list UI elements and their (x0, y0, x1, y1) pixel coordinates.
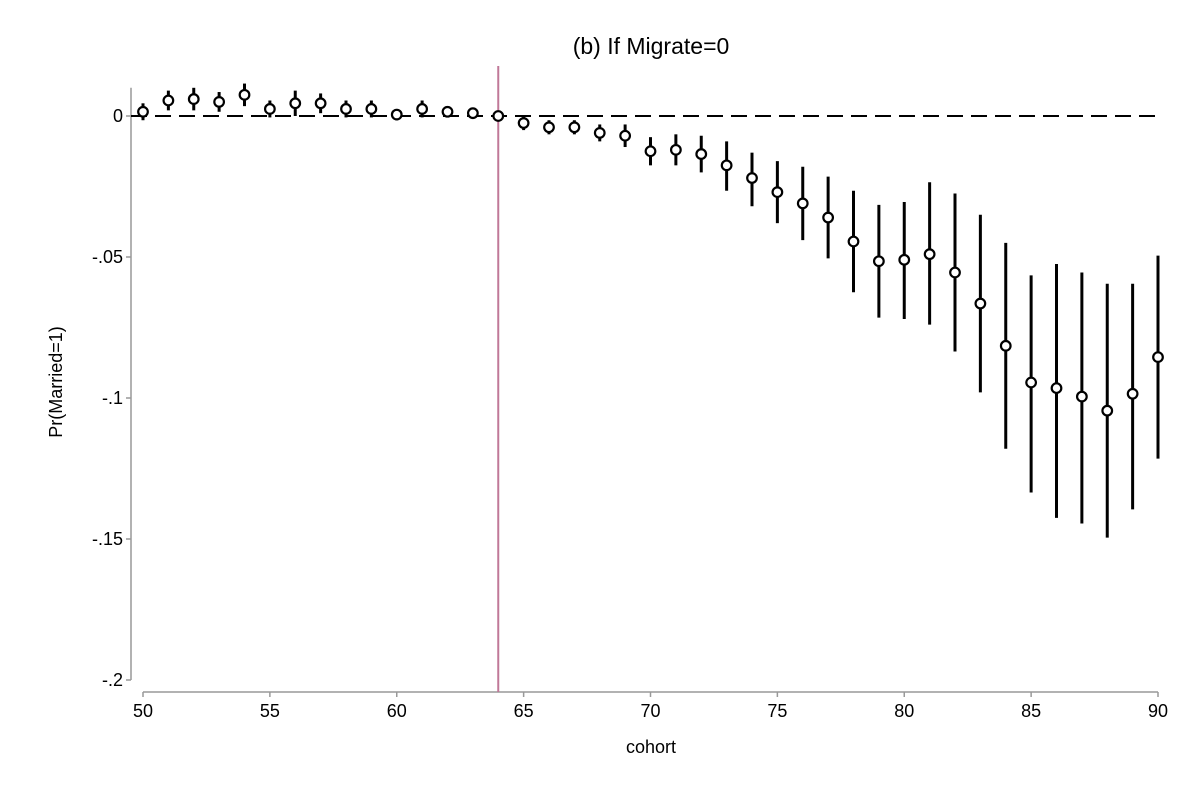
y-tick-label: -.15 (92, 529, 123, 549)
point-marker (796, 197, 809, 210)
point-marker (543, 121, 555, 134)
point-marker (263, 103, 276, 115)
point-marker (1075, 390, 1088, 403)
x-axis-label: cohort (626, 737, 676, 757)
point-marker (1050, 382, 1063, 395)
point-marker (162, 94, 175, 107)
point-marker (949, 266, 961, 279)
plot-area: 0 -.05 -.1 -.15 -.2 50 55 60 65 70 75 80 85 90 (92, 66, 1168, 721)
point-marker (238, 88, 251, 101)
point-marker (771, 186, 784, 199)
x-tick-label: 60 (387, 701, 407, 721)
x-tick-label: 75 (767, 701, 787, 721)
y-tick-label: 0 (113, 106, 123, 126)
point-marker (340, 103, 352, 115)
point-marker (847, 235, 860, 248)
point-marker (822, 211, 835, 224)
point-marker (517, 117, 530, 129)
point-marker (492, 110, 505, 122)
point-marker (1025, 376, 1038, 389)
point-marker (720, 159, 733, 172)
x-tick-label: 65 (514, 701, 534, 721)
point-marker (137, 105, 149, 118)
y-axis-label: Pr(Married=1) (46, 326, 66, 438)
point-marker (644, 145, 657, 158)
x-tick-label: 80 (894, 701, 914, 721)
chart-title: (b) If Migrate=0 (573, 33, 730, 59)
y-axis-ticks: 0 -.05 -.1 -.15 -.2 (92, 106, 131, 690)
point-marker (213, 95, 226, 108)
point-marker (466, 107, 479, 120)
x-tick-label: 70 (640, 701, 660, 721)
point-marker (1126, 387, 1139, 400)
point-marker (898, 253, 911, 266)
point-marker (593, 127, 606, 139)
point-marker (619, 129, 632, 142)
point-marker (872, 255, 885, 268)
y-tick-label: -.05 (92, 247, 123, 267)
point-marker (416, 103, 429, 115)
x-tick-label: 90 (1148, 701, 1168, 721)
point-markers (137, 88, 1164, 417)
point-marker (441, 105, 454, 118)
point-marker (1152, 351, 1164, 364)
point-marker (289, 97, 302, 110)
point-marker (669, 143, 682, 156)
point-marker (695, 148, 708, 160)
point-marker (746, 172, 758, 184)
point-marker (390, 108, 403, 121)
x-axis-ticks: 50 55 60 65 70 75 80 85 90 (133, 692, 1168, 721)
point-marker (314, 97, 327, 110)
point-marker (568, 121, 581, 134)
point-marker (999, 339, 1012, 352)
point-marker (187, 93, 200, 105)
point-marker (974, 297, 987, 310)
y-tick-label: -.2 (102, 670, 123, 690)
point-marker (365, 103, 378, 115)
point-marker (923, 248, 936, 261)
x-tick-label: 50 (133, 701, 153, 721)
point-marker (1101, 404, 1114, 417)
x-tick-label: 85 (1021, 701, 1041, 721)
y-tick-label: -.1 (102, 388, 123, 408)
x-tick-label: 55 (260, 701, 280, 721)
